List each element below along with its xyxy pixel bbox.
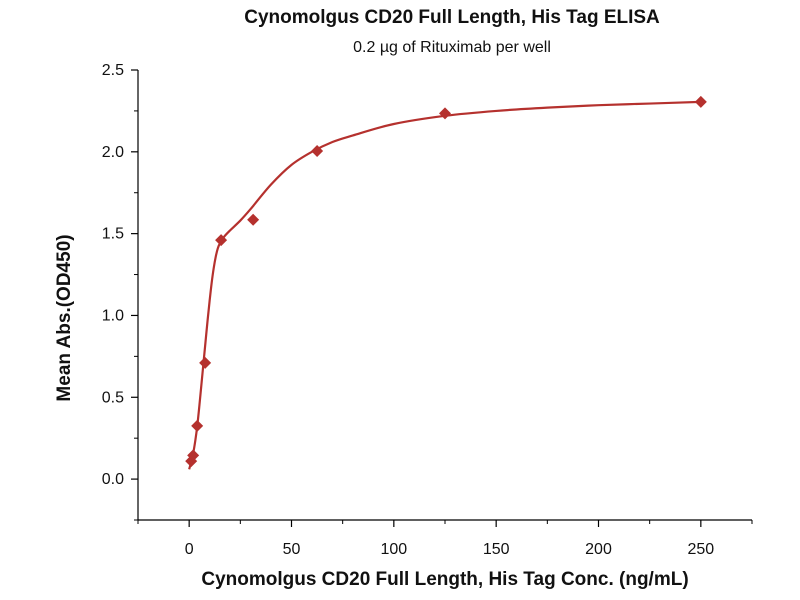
x-tick-label: 200 [585, 541, 612, 558]
x-ticks: 0 50 100 150 200 250 [137, 520, 753, 558]
data-point [247, 213, 260, 226]
data-point [694, 95, 707, 108]
y-axis-label: Mean Abs.(OD450) [54, 234, 75, 401]
y-tick-label: 1.0 [102, 307, 124, 324]
y-tick-label: 1.5 [102, 226, 124, 243]
x-tick-label: 100 [380, 541, 407, 558]
data-point [191, 419, 204, 432]
data-point [311, 145, 324, 157]
data-point [199, 356, 212, 369]
x-tick-label: 250 [687, 541, 714, 558]
y-tick-label: 0.0 [102, 471, 124, 488]
chart-subtitle: 0.2 µg of Rituximab per well [353, 39, 551, 56]
x-tick-label: 50 [283, 541, 301, 558]
chart-title: Cynomolgus CD20 Full Length, His Tag ELI… [244, 7, 660, 28]
y-tick-label: 2.5 [102, 62, 124, 79]
x-axis-label: Cynomolgus CD20 Full Length, His Tag Con… [201, 569, 688, 590]
y-tick-label: 2.0 [102, 144, 124, 161]
data-points [185, 95, 707, 468]
y-ticks: 0.0 0.5 1.0 1.5 2.0 2.5 [102, 62, 138, 521]
x-tick-label: 0 [185, 541, 194, 558]
data-point [439, 107, 451, 120]
data-point [187, 449, 200, 462]
y-tick-label: 0.5 [102, 389, 124, 406]
data-point [215, 234, 228, 247]
fit-curve [188, 100, 701, 470]
x-tick-label: 150 [483, 541, 510, 558]
